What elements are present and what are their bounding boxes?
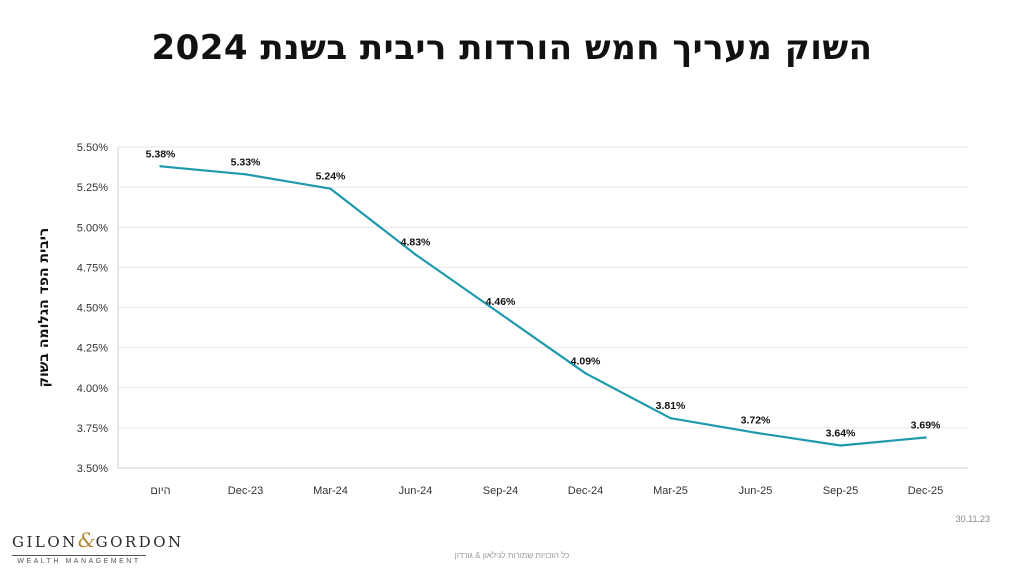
data-label: 3.64% bbox=[826, 428, 856, 440]
y-tick-label: 3.50% bbox=[77, 463, 108, 475]
x-tick-label: Dec-24 bbox=[568, 485, 603, 497]
y-axis-label: ריבית הפד הגלומה בשוק bbox=[36, 228, 52, 388]
x-tick-label: Sep-25 bbox=[823, 485, 858, 497]
x-tick-label: Dec-23 bbox=[228, 485, 263, 497]
y-axis-ticks: 3.50% 3.75% 4.00% 4.25% 4.50% 4.75% 5.00% 5.25%… bbox=[77, 142, 108, 475]
company-logo: GILON&GORDON WEALTH MANAGEMENT bbox=[12, 528, 181, 565]
data-label: 3.81% bbox=[656, 400, 686, 412]
series-line bbox=[160, 165, 926, 447]
line-chart: 3.50% 3.75% 4.00% 4.25% 4.50% 4.75% 5.00% 5.25%… bbox=[36, 142, 968, 497]
logo-name-left: GILON bbox=[12, 533, 78, 551]
y-tick-label: 5.00% bbox=[77, 222, 108, 234]
x-tick-label: היום bbox=[150, 485, 170, 497]
y-tick-label: 4.00% bbox=[77, 383, 108, 395]
data-point bbox=[584, 372, 587, 375]
y-tick-label: 4.25% bbox=[77, 343, 108, 355]
x-tick-label: Jun-24 bbox=[399, 485, 433, 497]
data-label: 5.38% bbox=[146, 148, 176, 160]
data-label: 4.09% bbox=[571, 355, 601, 367]
data-point bbox=[159, 165, 162, 168]
slide-date: 30.11.23 bbox=[955, 514, 990, 524]
x-tick-label: Sep-24 bbox=[483, 485, 518, 497]
data-label: 4.46% bbox=[486, 296, 516, 308]
y-tick-label: 4.50% bbox=[77, 303, 108, 315]
data-label: 3.72% bbox=[741, 415, 771, 427]
logo-name-right: GORDON bbox=[95, 533, 184, 551]
logo-subtitle: WEALTH MANAGEMENT bbox=[17, 558, 141, 565]
axes bbox=[117, 147, 968, 469]
y-tick-label: 5.50% bbox=[77, 142, 108, 154]
x-tick-label: Dec-25 bbox=[908, 485, 943, 497]
logo-ampersand: & bbox=[77, 528, 96, 552]
data-point bbox=[924, 436, 927, 439]
data-point bbox=[329, 187, 332, 190]
x-axis-ticks: היום Dec-23 Mar-24 Jun-24 Sep-24 Dec-24 Mar-25… bbox=[150, 485, 943, 497]
data-point bbox=[414, 253, 417, 256]
data-point bbox=[499, 312, 502, 316]
y-tick-label: 5.25% bbox=[77, 182, 108, 194]
y-tick-label: 4.75% bbox=[77, 262, 108, 274]
data-point bbox=[669, 417, 672, 420]
x-tick-label: Mar-25 bbox=[653, 485, 688, 497]
logo-divider bbox=[12, 555, 146, 556]
x-tick-label: Mar-24 bbox=[313, 485, 348, 497]
data-label: 3.69% bbox=[911, 420, 941, 432]
grid-lines bbox=[118, 146, 968, 429]
data-point bbox=[754, 431, 757, 434]
data-point bbox=[839, 444, 842, 447]
data-label: 5.24% bbox=[316, 171, 346, 183]
data-label: 5.33% bbox=[231, 156, 261, 168]
series-layer bbox=[159, 165, 927, 447]
data-label: 4.83% bbox=[401, 237, 431, 249]
data-labels: 5.38% 5.33% 5.24% 4.83% 4.46% 4.09% 3.81% 3.72%… bbox=[146, 148, 941, 439]
copyright-notice: כל הזכויות שמורות לגילאון & גורדון bbox=[454, 551, 570, 560]
data-point bbox=[244, 173, 247, 176]
y-tick-label: 3.75% bbox=[77, 423, 108, 435]
page-title: השוק מעריך חמש הורדות ריבית בשנת 2024 bbox=[151, 28, 873, 68]
x-tick-label: Jun-25 bbox=[739, 485, 773, 497]
